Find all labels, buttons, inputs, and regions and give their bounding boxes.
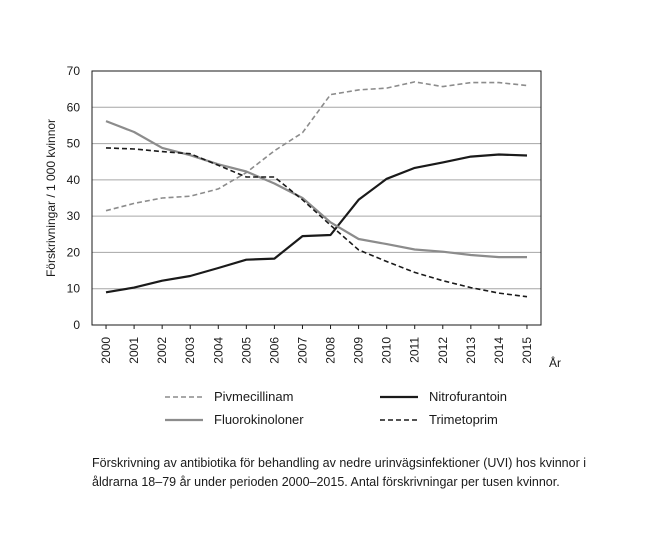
legend: Pivmecillinam Nitrofurantoin Fluorokinolon…	[165, 389, 507, 427]
x-tick-label: 2005	[239, 337, 253, 364]
plot-frame	[91, 70, 542, 326]
x-tick-label: 2008	[324, 337, 338, 364]
x-tick-label: 2002	[155, 337, 169, 364]
series-line-nitrofurantoin	[105, 153, 528, 294]
y-tick-label: 10	[67, 282, 81, 296]
series-line-pivmecillinam	[105, 81, 528, 212]
legend-label-nitrofurantoin: Nitrofurantoin	[429, 389, 507, 404]
y-tick-label: 20	[67, 245, 81, 259]
x-tick-label: 2006	[267, 337, 281, 364]
x-tick-label: 2010	[380, 337, 394, 364]
series-lines	[105, 81, 528, 298]
x-axis-label: År	[549, 355, 561, 370]
x-tick-label: 2009	[352, 337, 366, 364]
x-tick-label: 2012	[436, 337, 450, 364]
legend-label-fluorokinoloner: Fluorokinoloner	[214, 412, 304, 427]
y-axis-ticks: 0 10 20 30 40 50 60 70	[67, 64, 81, 332]
x-tick-label: 2001	[127, 337, 141, 364]
y-tick-label: 30	[67, 209, 81, 223]
legend-label-pivmecillinam: Pivmecillinam	[214, 389, 293, 404]
x-tick-label: 2004	[211, 337, 225, 364]
x-tick-label: 2007	[295, 337, 309, 364]
figure-caption: Förskrivning av antibiotika för behandli…	[92, 456, 587, 489]
x-axis-ticks: 2000 2001 2002 2003 2004 2005 2006 2007 2008 2009…	[99, 325, 534, 364]
series-line-fluorokinoloner	[105, 120, 527, 259]
x-tick-label: 2003	[183, 337, 197, 364]
y-tick-label: 60	[67, 100, 81, 114]
x-tick-label: 2014	[492, 337, 506, 364]
y-axis-label: Förskrivningar / 1 000 kvinnor	[44, 119, 58, 277]
legend-label-trimetoprim: Trimetoprim	[429, 412, 498, 427]
line-chart: 0 10 20 30 40 50 60 70 2000 2001 2002 2003 2004 2005…	[44, 64, 561, 427]
series-line-trimetoprim	[105, 147, 528, 298]
x-tick-label: 2015	[520, 337, 534, 364]
x-tick-label: 2013	[464, 337, 478, 364]
x-tick-label: 2000	[99, 337, 113, 364]
y-tick-label: 50	[67, 137, 81, 151]
y-tick-label: 0	[73, 318, 80, 332]
x-tick-label: 2011	[408, 337, 422, 363]
y-tick-label: 70	[67, 64, 81, 78]
y-tick-label: 40	[67, 173, 81, 187]
gridlines	[92, 106, 541, 290]
